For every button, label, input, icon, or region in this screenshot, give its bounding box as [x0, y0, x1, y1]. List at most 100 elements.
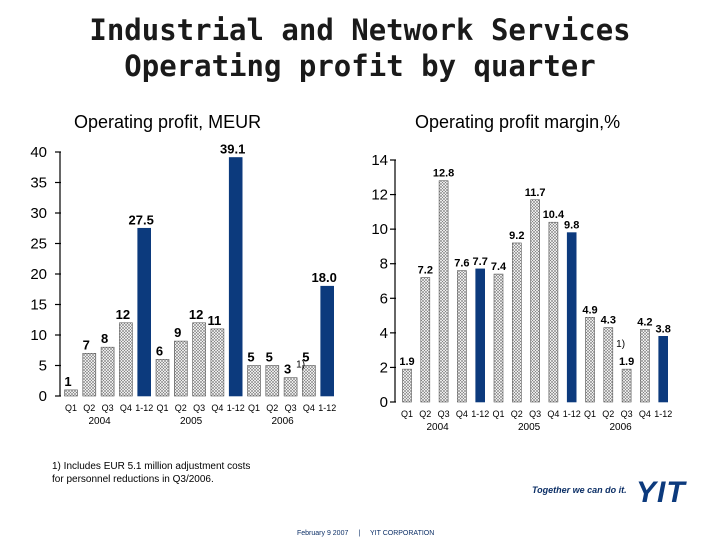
x-tick-label: 1-12 [227, 403, 245, 413]
bar-value-label: 4.9 [582, 304, 597, 316]
bar-q3 [438, 180, 449, 403]
year-label: 2004 [426, 422, 449, 433]
bar-q3 [621, 368, 632, 403]
bar-value-label: 6 [156, 343, 163, 358]
y-tick-label: 0 [380, 394, 388, 411]
bar-q1 [64, 389, 78, 397]
bar-value-label: 18.0 [312, 270, 337, 285]
bar-q1 [585, 317, 595, 403]
operating-profit-chart: 05101520253035401Q17Q28Q312Q427.51-126Q1… [30, 141, 337, 427]
bar-value-label: 39.1 [220, 141, 245, 156]
page-title: Industrial and Network Services Operatin… [0, 12, 720, 84]
y-tick-label: 20 [30, 266, 47, 283]
bar-value-label: 7.4 [491, 261, 507, 273]
footnote-marker: 1) [296, 360, 305, 371]
y-tick-label: 10 [30, 327, 47, 344]
year-label: 2004 [88, 416, 111, 427]
x-tick-label: Q1 [156, 403, 168, 413]
right-chart-title: Operating profit margin,% [415, 112, 621, 132]
left-chart-title: Operating profit, MEUR [74, 112, 262, 132]
x-tick-label: Q4 [547, 409, 559, 419]
x-tick-label: 1-12 [318, 403, 336, 413]
y-tick-label: 15 [30, 297, 47, 314]
bar-q3 [192, 322, 206, 397]
footer-separator: | [358, 530, 361, 537]
bar-q4 [119, 322, 133, 397]
footnote-line-2: for personnel reductions in Q3/2006. [52, 474, 214, 485]
footer-date: February 9 2007 [297, 530, 349, 537]
y-tick-label: 12 [371, 187, 388, 204]
bar-value-label: 3.8 [656, 323, 671, 335]
x-tick-label: Q4 [120, 403, 132, 413]
x-tick-label: Q1 [401, 409, 413, 419]
year-label: 2005 [518, 422, 541, 433]
footnote: 1) Includes EUR 5.1 million adjustment c… [52, 460, 312, 486]
x-tick-label: 1-12 [563, 409, 581, 419]
x-tick-label: Q2 [419, 409, 431, 419]
bar-value-label: 1.9 [399, 356, 414, 368]
year-label: 2006 [271, 416, 294, 427]
bar-q2 [174, 340, 188, 397]
bar-value-label: 7.6 [454, 258, 469, 270]
bar-1-12 [658, 336, 669, 403]
y-tick-label: 30 [30, 205, 47, 222]
y-tick-label: 10 [371, 221, 388, 238]
x-tick-label: Q2 [175, 403, 187, 413]
bar-q2 [82, 353, 97, 397]
y-tick-label: 14 [371, 152, 388, 169]
bar-value-label: 9.2 [509, 230, 524, 242]
bar-q2 [420, 277, 431, 403]
bar-value-label: 1.9 [619, 356, 634, 368]
x-tick-label: Q3 [102, 403, 114, 413]
x-tick-label: Q2 [266, 403, 278, 413]
y-tick-label: 8 [380, 256, 388, 273]
x-tick-label: Q2 [602, 409, 614, 419]
bar-q4 [457, 270, 467, 403]
x-tick-label: Q1 [492, 409, 504, 419]
y-tick-label: 5 [39, 358, 47, 375]
bar-value-label: 1 [64, 374, 71, 389]
bar-1-12 [320, 285, 335, 397]
x-tick-label: 1-12 [654, 409, 672, 419]
bar-value-label: 7.2 [418, 265, 433, 277]
bar-value-label: 4.3 [601, 315, 616, 327]
bar-q1 [493, 273, 504, 403]
bar-value-label: 27.5 [129, 212, 154, 227]
bar-q4 [640, 329, 650, 403]
x-tick-label: Q3 [285, 403, 297, 413]
bar-value-label: 5 [247, 350, 254, 365]
footer-company: YIT CORPORATION [369, 530, 435, 537]
operating-margin-chart: 0 2 4 6 8 10 12 14 1.9 Q1 7.2 Q2 12.8 Q3 7.6 Q4 7.7 1-12 7… [371, 152, 672, 433]
bar-1-12 [137, 227, 151, 397]
bar-value-label: 12 [116, 307, 130, 322]
bar-q4 [302, 365, 316, 397]
bar-value-label: 9 [174, 325, 181, 340]
bar-1-12 [475, 268, 485, 403]
bar-q3 [100, 346, 115, 397]
bar-q4 [210, 328, 225, 397]
x-tick-label: Q3 [193, 403, 205, 413]
bar-q3 [530, 199, 540, 403]
x-tick-label: 1-12 [135, 403, 153, 413]
title-line-1: Industrial and Network Services [89, 13, 631, 47]
bar-value-label: 10.4 [543, 209, 565, 221]
x-tick-label: Q4 [211, 403, 223, 413]
x-tick-label: Q2 [83, 403, 95, 413]
footnote-line-1: 1) Includes EUR 5.1 million adjustment c… [52, 461, 251, 472]
bar-q2 [603, 327, 614, 403]
bar-q3 [283, 377, 298, 397]
y-tick-label: 35 [30, 175, 47, 192]
bar-q4 [548, 221, 559, 403]
y-tick-label: 40 [30, 144, 47, 161]
year-label: 2006 [609, 422, 632, 433]
bar-value-label: 7 [83, 337, 90, 352]
x-tick-label: Q1 [248, 403, 260, 413]
y-tick-label: 6 [380, 290, 388, 307]
bar-1-12 [566, 232, 577, 403]
bar-value-label: 8 [101, 331, 108, 346]
bar-q1 [155, 359, 170, 397]
bar-value-label: 12.8 [433, 168, 454, 180]
bar-value-label: 12 [189, 307, 203, 322]
bar-value-label: 9.8 [564, 220, 579, 232]
x-tick-label: Q3 [621, 409, 633, 419]
